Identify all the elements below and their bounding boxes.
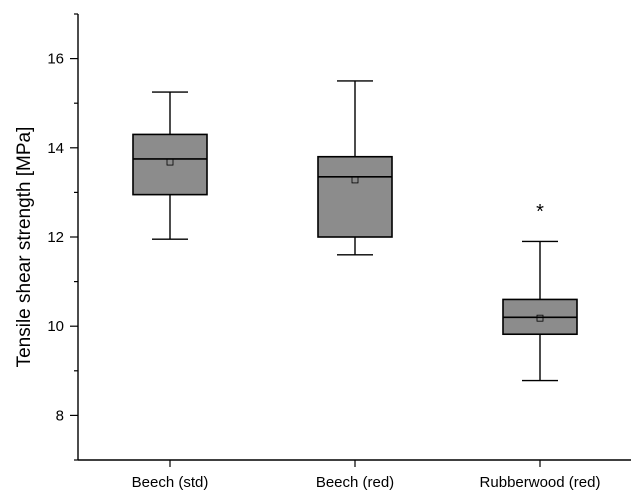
boxes: * — [132, 80, 578, 382]
box-group — [317, 80, 393, 256]
box-group: * — [502, 201, 578, 382]
x-ticks: Beech (std) Beech (red) Rubberwood (red) — [132, 460, 601, 491]
x-tick-label: Beech (std) — [132, 474, 209, 491]
iqr-box — [132, 133, 208, 196]
y-axis-label: Tensile shear strength [MPa] — [14, 127, 35, 368]
y-tick-label: 14 — [47, 140, 64, 157]
mean-marker — [351, 176, 359, 184]
y-tick-label: 10 — [47, 318, 64, 335]
mean-marker — [166, 158, 174, 166]
y-tick-label: 12 — [47, 229, 64, 246]
box-group — [132, 91, 208, 240]
mean-marker — [536, 314, 544, 322]
x-tick-label: Beech (red) — [316, 474, 394, 491]
x-tick-label: Rubberwood (red) — [480, 474, 601, 491]
iqr-box — [317, 155, 393, 238]
y-tick-label: 16 — [47, 51, 64, 68]
y-tick-label: 8 — [56, 407, 64, 424]
y-ticks: 8 10 12 14 16 — [47, 13, 78, 461]
outlier-marker: * — [536, 201, 544, 223]
